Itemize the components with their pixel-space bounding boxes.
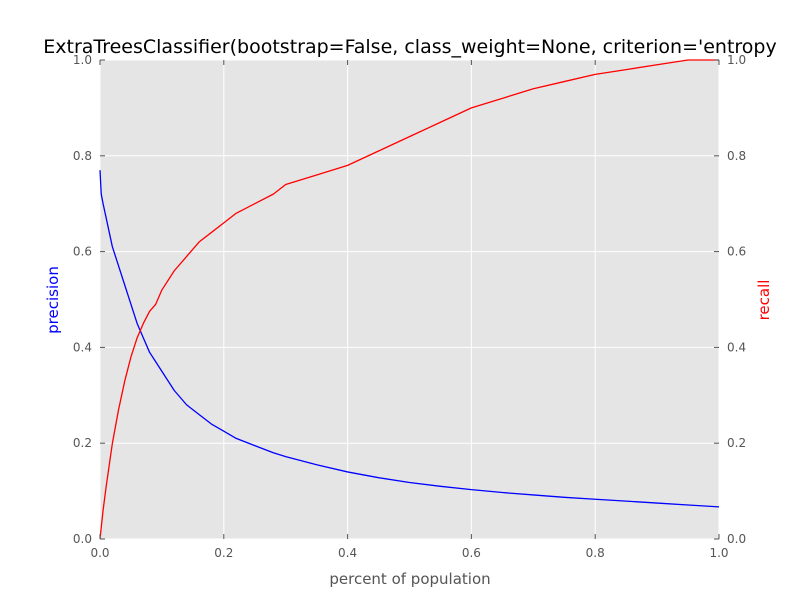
y-right-tick-label: 0.6 xyxy=(727,245,746,259)
series-line-precision xyxy=(99,170,720,508)
series-layer xyxy=(99,59,720,540)
x-tick-label: 0.6 xyxy=(462,546,481,560)
series-line-recall xyxy=(99,59,719,540)
x-tick-label: 0.4 xyxy=(338,546,357,560)
y-left-tick-label: 0.6 xyxy=(73,245,92,259)
x-axis-title: percent of population xyxy=(329,570,490,588)
y-left-tick-label: 0.0 xyxy=(73,532,92,546)
grid-layer xyxy=(99,59,720,540)
y-right-tick-label: 0.0 xyxy=(727,532,746,546)
y-axis-left-title: precision xyxy=(44,266,62,334)
y-right-tick-label: 0.2 xyxy=(727,436,746,450)
x-tick-label: 1.0 xyxy=(709,546,728,560)
y-right-tick-label: 0.8 xyxy=(727,149,746,163)
y-left-tick-label: 0.8 xyxy=(73,149,92,163)
x-tick-label: 0.0 xyxy=(90,546,109,560)
x-tick-label: 0.2 xyxy=(214,546,233,560)
axes-layer: 0.0 0.2 0.4 0.6 0.8 1.00.00.20.40.60.81.00.00… xyxy=(73,53,746,560)
chart-title: ExtraTreesClassifier(bootstrap=False, cl… xyxy=(43,36,776,58)
y-right-tick-label: 1.0 xyxy=(727,53,746,67)
y-left-tick-label: 0.4 xyxy=(73,340,92,354)
y-axis-right-title: recall xyxy=(755,280,773,321)
x-tick-label: 0.8 xyxy=(586,546,605,560)
y-left-tick-label: 1.0 xyxy=(73,53,92,67)
plot-background xyxy=(100,60,719,539)
y-left-tick-label: 0.2 xyxy=(73,436,92,450)
y-right-tick-label: 0.4 xyxy=(727,340,746,354)
